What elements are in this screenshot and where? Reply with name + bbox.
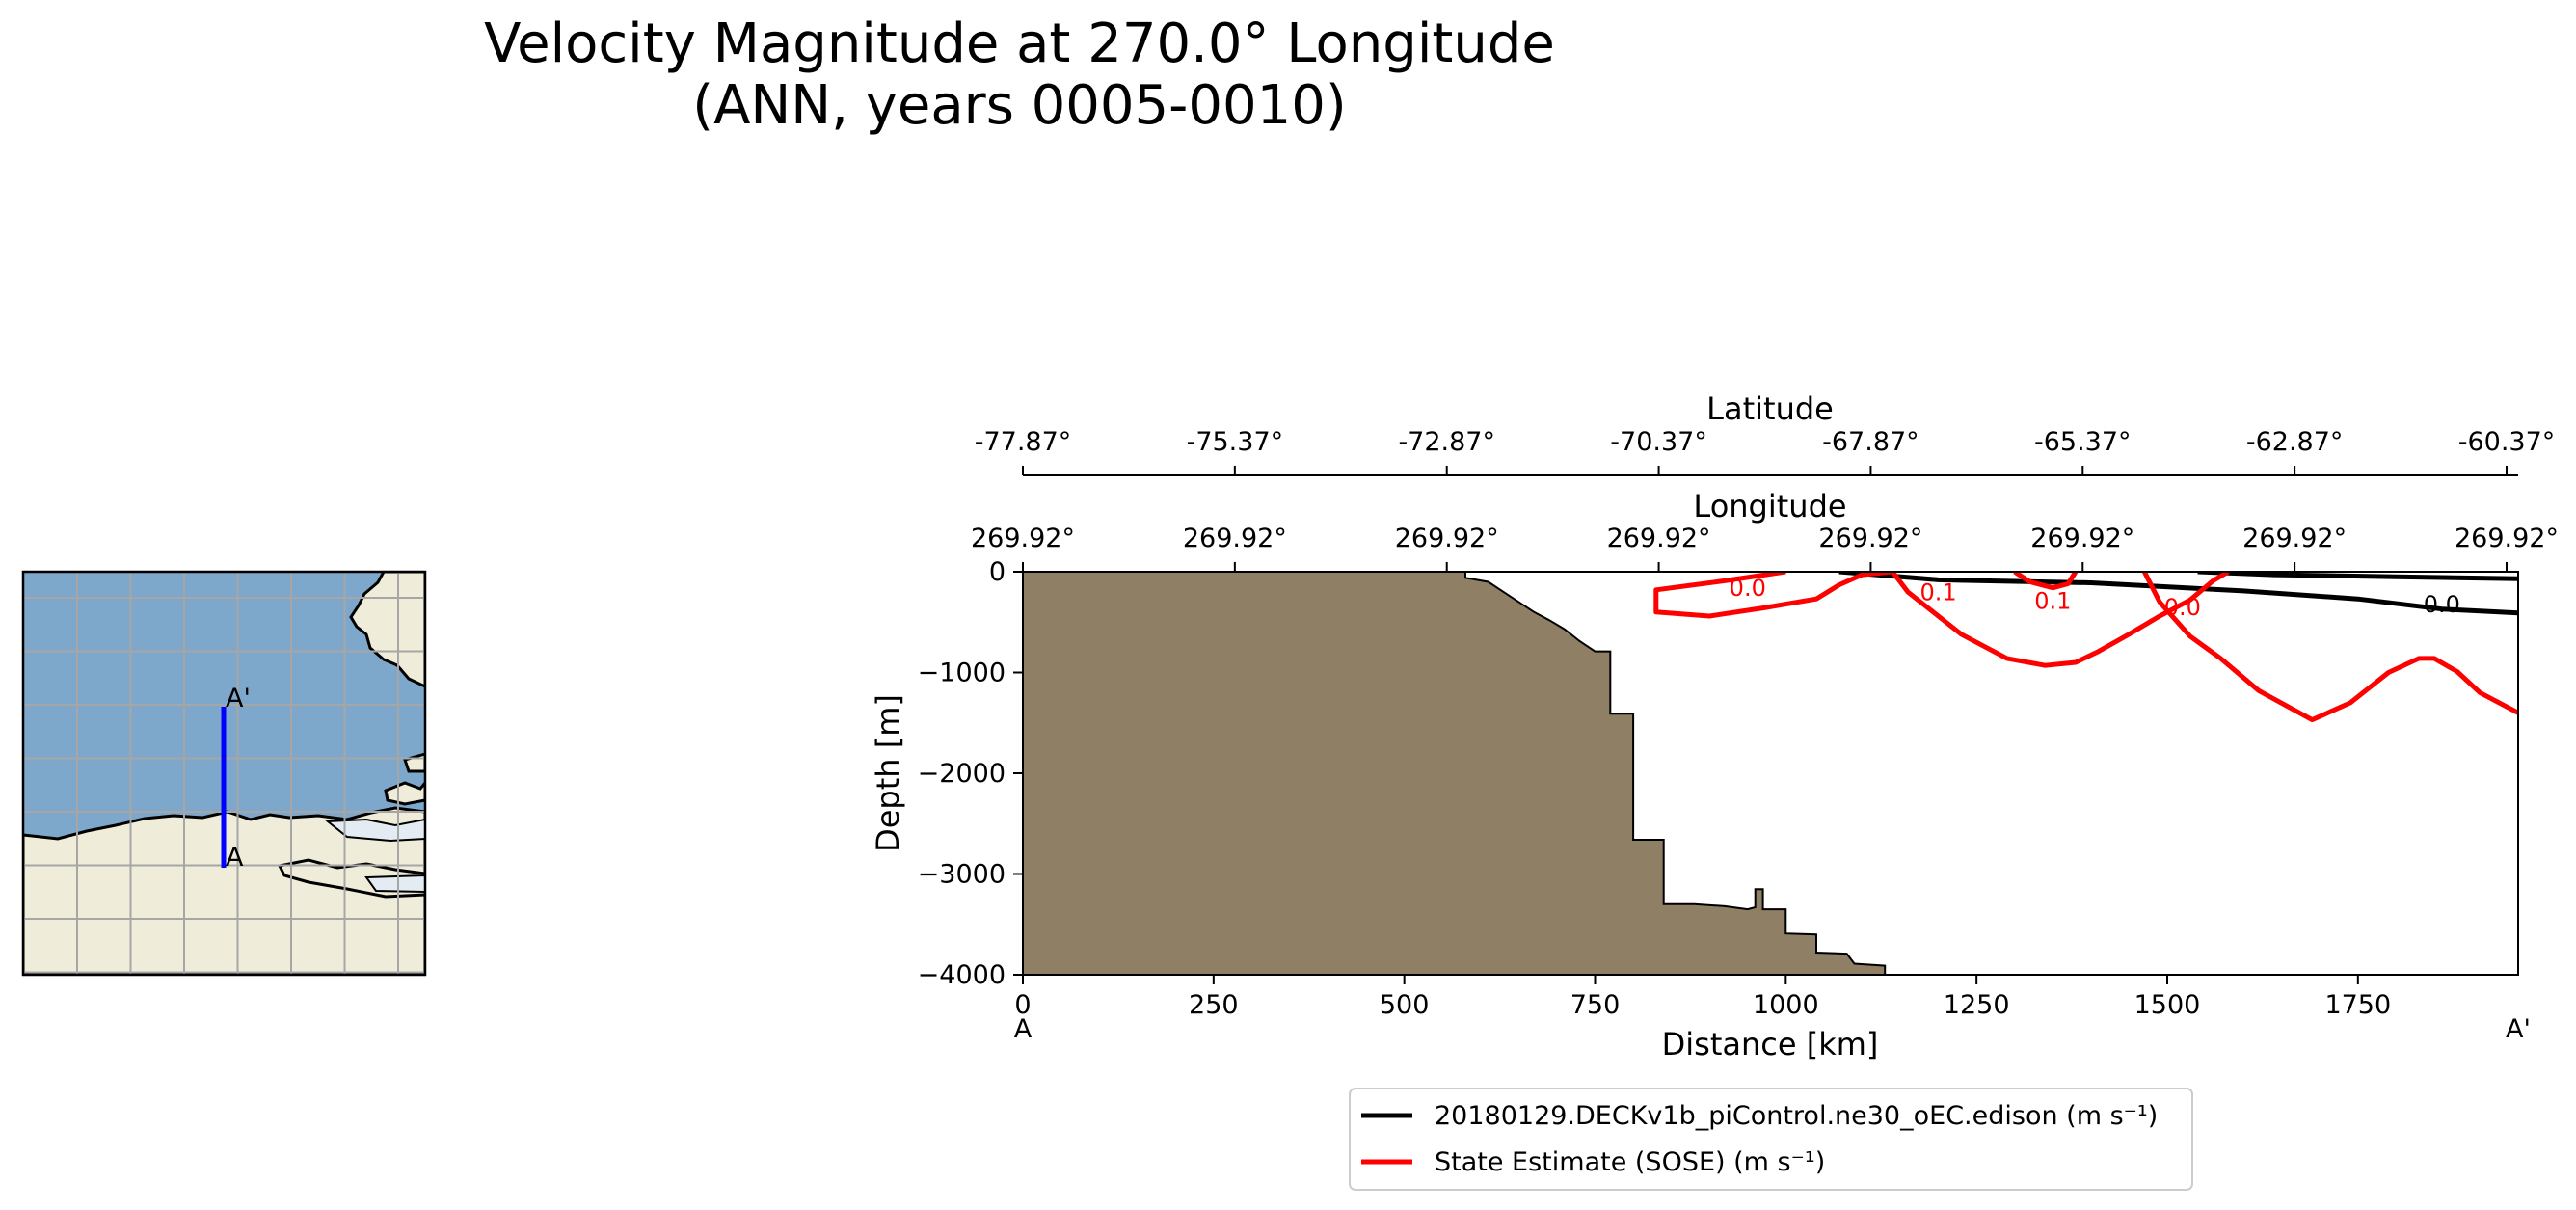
legend-box: [1349, 1088, 2193, 1191]
y-tick-label: −1000: [918, 659, 1006, 688]
legend-label-sose: State Estimate (SOSE) (m s⁻¹): [1435, 1147, 1825, 1177]
top-tick-label: -70.37°: [1610, 427, 1707, 457]
top-tick-label: 269.92°: [1395, 524, 1499, 553]
x-tick-label: 0: [1014, 990, 1031, 1020]
chart-title: Velocity Magnitude at 270.0° Longitude (…: [0, 13, 2039, 137]
top-tick-label: 269.92°: [1818, 524, 1922, 553]
section-start-label: A: [226, 843, 244, 873]
top-tick-label: -62.87°: [2246, 427, 2344, 457]
x-tick-label: 1750: [2324, 990, 2391, 1020]
top-tick-label: 269.92°: [2242, 524, 2347, 553]
inset-map: A' A: [21, 570, 427, 977]
section-plot: 0.00.10.00.10.10.00.00.1 025050075010001…: [870, 390, 2559, 1062]
top-tick-label: 269.92°: [2455, 524, 2559, 553]
x-tick-label: 1000: [1753, 990, 1819, 1020]
contour-line-series1: [2142, 572, 2518, 723]
x-axis-label: Distance [km]: [1662, 1026, 1879, 1062]
contour-label: 0.0: [1730, 575, 1766, 602]
longitude-axis: 269.92° 269.92° 269.92° 269.92° 269.92° 269.9…: [971, 524, 2559, 572]
contour-line-series0: [1838, 572, 2518, 616]
top-tick-label: -67.87°: [1822, 427, 1919, 457]
top-tick-label: 269.92°: [1607, 524, 1711, 553]
top-tick-label: -60.37°: [2458, 427, 2556, 457]
legend-label-model: 20180129.DECKv1b_piControl.ne30_oEC.edis…: [1435, 1101, 2158, 1131]
x-axis-start-label: A: [1014, 1014, 1033, 1044]
map-land-south-america: [349, 572, 425, 688]
top-tick-label: 269.92°: [2030, 524, 2134, 553]
top-tick-label: -77.87°: [975, 427, 1072, 457]
x-tick-label: 750: [1570, 990, 1621, 1020]
top-tick-label: -65.37°: [2034, 427, 2132, 457]
longitude-axis-label: Longitude: [1693, 488, 1846, 524]
map-frame: [21, 570, 427, 977]
x-axis-ticks: 0 250 500 750 1000 1250 1500 1750: [1014, 975, 2391, 1020]
contour-line-series1: [1891, 572, 2230, 668]
latitude-axis-label: Latitude: [1706, 390, 1834, 427]
top-tick-label: 269.92°: [1183, 524, 1287, 553]
x-tick-label: 250: [1189, 990, 1239, 1020]
x-tick-label: 1500: [2134, 990, 2201, 1020]
x-tick-label: 500: [1380, 990, 1430, 1020]
y-axis-ticks: 0 −1000 −2000 −3000 −4000: [918, 557, 1023, 990]
x-tick-label: 1250: [1944, 990, 2010, 1020]
top-tick-label: 269.92°: [971, 524, 1075, 553]
contour-label: 0.0: [2424, 591, 2460, 618]
contour-label: 0.1: [2248, 552, 2285, 579]
map-gridlines: [23, 572, 425, 975]
chart-title-line2: (ANN, years 0005-0010): [692, 74, 1347, 137]
top-tick-label: -72.87°: [1398, 427, 1495, 457]
y-tick-label: −4000: [918, 960, 1006, 990]
contour-label: 0.0: [2164, 594, 2201, 621]
chart-title-line1: Velocity Magnitude at 270.0° Longitude: [484, 13, 1555, 75]
contour-lines: 0.00.10.00.10.10.00.00.1: [1653, 552, 2518, 723]
contour-label: 0.1: [2034, 588, 2071, 615]
top-tick-label: -75.37°: [1187, 427, 1284, 457]
latitude-axis: -77.87° -75.37° -72.87° -70.37° -67.87° -65.3…: [975, 427, 2556, 475]
map-ice-patch: [364, 874, 425, 894]
map-island: [384, 780, 425, 806]
map-land-antarctica: [23, 806, 425, 975]
contour-line-series1: [2013, 572, 2079, 591]
contour-line-series0: [2197, 572, 2518, 581]
y-axis-label: Depth [m]: [870, 694, 906, 852]
contour-label: 0.1: [1920, 578, 1957, 605]
y-tick-label: −3000: [918, 860, 1006, 890]
section-end-label: A': [226, 684, 251, 713]
contour-line-series1: [1653, 572, 1893, 619]
legend: 20180129.DECKv1b_piControl.ne30_oEC.edis…: [1349, 1088, 2193, 1191]
map-ice-patch: [325, 818, 425, 843]
y-tick-label: 0: [989, 557, 1006, 587]
y-tick-label: −2000: [918, 759, 1006, 789]
x-axis-end-label: A': [2506, 1014, 2531, 1044]
bathymetry-fill: [1023, 572, 1887, 975]
